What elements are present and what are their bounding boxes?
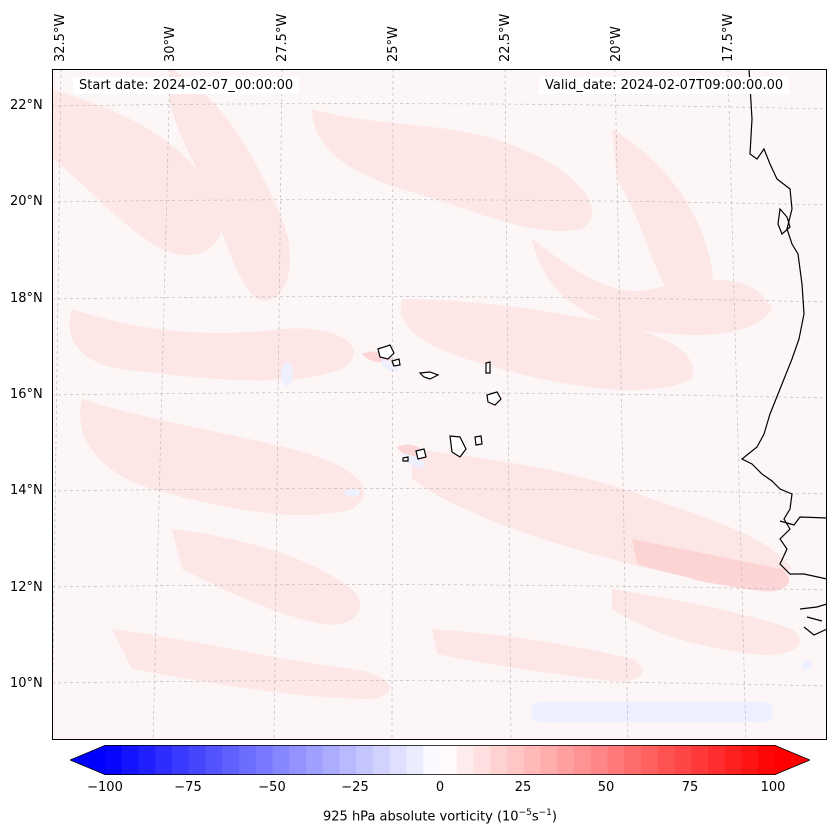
colorbar-label-end: )	[551, 809, 557, 825]
colorbar-label-exp2: −1	[538, 808, 552, 818]
colorbar-bin	[641, 745, 659, 775]
colorbar-bin	[607, 745, 625, 775]
island-sal	[485, 361, 491, 374]
colorbar-bin	[105, 745, 123, 775]
colorbar-bin	[574, 745, 592, 775]
colorbar-bin	[473, 745, 491, 775]
colorbar-extend-high	[775, 745, 810, 775]
lat-label-12n: 12°N	[10, 580, 43, 595]
graticule	[52, 69, 827, 740]
colorbar-bin	[289, 745, 307, 775]
colorbar-tick: 100	[760, 780, 786, 795]
colorbar-bin	[523, 745, 541, 775]
colorbar-bin	[222, 745, 240, 775]
colorbar-bin	[741, 745, 759, 775]
colorbar-bin	[155, 745, 173, 775]
colorbar-bin	[758, 745, 776, 775]
colorbar-tick: −50	[258, 780, 286, 795]
island-brava	[402, 456, 409, 462]
africa-coast	[740, 69, 827, 580]
colorbar-bin	[373, 745, 391, 775]
colorbar-bin	[440, 745, 458, 775]
lat-label-18n: 18°N	[10, 291, 43, 306]
lat-label-14n: 14°N	[10, 483, 43, 498]
lat-label-10n: 10°N	[10, 676, 43, 691]
colorbar-tick: 0	[435, 780, 445, 795]
lon-label-20w: 20°W	[609, 26, 624, 62]
colorbar-bin	[406, 745, 424, 775]
island-maio	[474, 435, 483, 446]
start-date-label: Start date: 2024-02-07_00:00:00	[73, 77, 300, 94]
positive-vorticity-field	[52, 69, 800, 699]
lon-label-17-5w: 17.5°W	[721, 13, 736, 62]
island-santo-antao	[377, 344, 395, 360]
colorbar-bin	[188, 745, 206, 775]
colorbar-extend-low	[70, 745, 105, 775]
vorticity-map	[52, 69, 827, 740]
lat-label-22n: 22°N	[10, 98, 43, 113]
colorbar-bin	[456, 745, 474, 775]
colorbar-tick: 75	[681, 780, 699, 795]
colorbar-bin	[356, 745, 374, 775]
colorbar-bin	[423, 745, 441, 775]
colorbar-label-main: 925 hPa absolute vorticity (10	[323, 809, 519, 825]
valid-date-label: Valid_date: 2024-02-07T09:00:00.00	[539, 77, 790, 94]
island-fogo	[415, 448, 427, 460]
colorbar-bin	[272, 745, 290, 775]
colorbar-outline	[70, 745, 810, 775]
colorbar-bin	[557, 745, 575, 775]
lon-label-30w: 30°W	[163, 26, 178, 62]
colorbar-bin	[339, 745, 357, 775]
lon-label-27-5w: 27.5°W	[275, 13, 290, 62]
colorbar-tick: −25	[341, 780, 369, 795]
canary-coast-detail	[777, 207, 791, 236]
senegal-estuary	[779, 516, 827, 526]
colorbar-label-exp1: −5	[518, 808, 532, 818]
colorbar-bin	[138, 745, 156, 775]
lon-label-25w: 25°W	[386, 26, 401, 62]
colorbar-bin	[507, 745, 525, 775]
colorbar-svg	[70, 745, 810, 775]
colorbar-bin	[255, 745, 273, 775]
colorbar-tick: −75	[174, 780, 202, 795]
colorbar-label: 925 hPa absolute vorticity (10−5s−1)	[0, 808, 837, 824]
colorbar-tick: 50	[597, 780, 615, 795]
map-panel	[52, 69, 827, 740]
colorbar-bin	[172, 745, 190, 775]
colorbar-bin	[691, 745, 709, 775]
lat-label-16n: 16°N	[10, 387, 43, 402]
colorbar-bin	[322, 745, 340, 775]
colorbar-bin	[389, 745, 407, 775]
colorbar-bin	[540, 745, 558, 775]
negative-vorticity-field	[281, 359, 812, 723]
colorbar-bin	[657, 745, 675, 775]
colorbar-bin	[724, 745, 742, 775]
colorbar-bin	[624, 745, 642, 775]
island-sao-nicolau	[418, 371, 440, 380]
guinea-islands	[799, 603, 827, 636]
lat-label-20n: 20°N	[10, 194, 43, 209]
coastline	[740, 69, 827, 636]
colorbar-bin	[490, 745, 508, 775]
colorbar-tick: 25	[514, 780, 532, 795]
colorbar-bin	[205, 745, 223, 775]
map-frame	[52, 69, 827, 740]
colorbar-bin	[306, 745, 324, 775]
colorbar-bin	[590, 745, 608, 775]
colorbar-bin	[239, 745, 257, 775]
cape-verde-islands	[377, 344, 502, 462]
lon-label-22-5w: 22.5°W	[498, 13, 513, 62]
island-sao-vicente	[391, 358, 401, 367]
island-boa-vista	[486, 391, 502, 406]
colorbar-bin	[674, 745, 692, 775]
colorbar	[70, 745, 810, 775]
colorbar-bin	[121, 745, 139, 775]
lon-label-32-5w: 32.5°W	[53, 13, 68, 62]
island-santiago	[449, 435, 467, 458]
colorbar-bin	[708, 745, 726, 775]
colorbar-label-unit: s	[531, 809, 539, 825]
colorbar-tick: −100	[87, 780, 123, 795]
